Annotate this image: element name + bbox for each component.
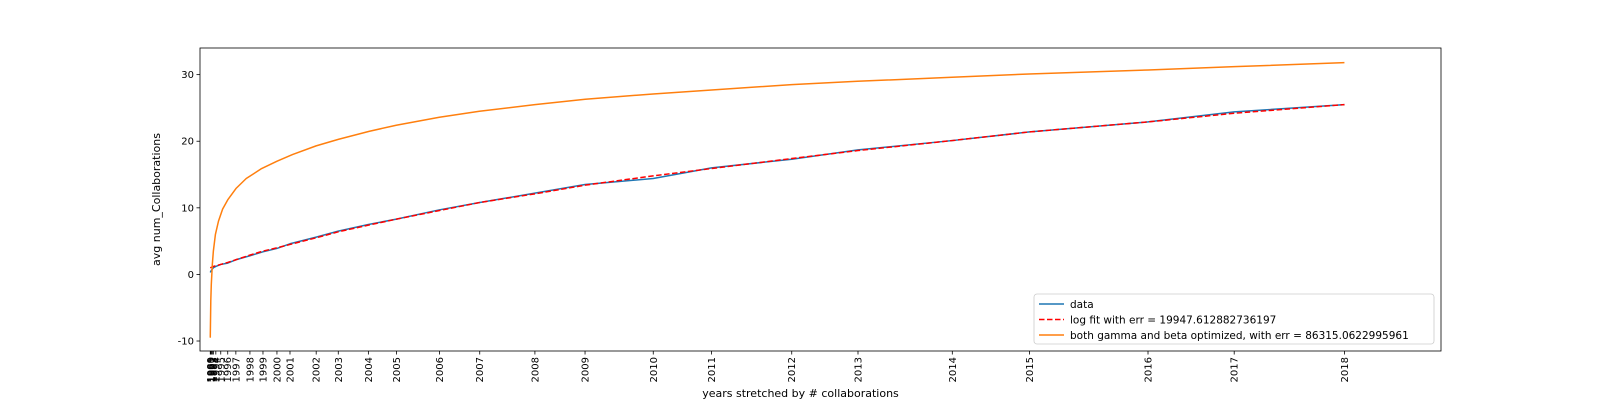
- y-tick-label: -10: [178, 337, 194, 348]
- x-tick-label: 2018: [1340, 357, 1351, 382]
- legend-label-1: log fit with err = 19947.612882736197: [1070, 315, 1276, 327]
- x-tick-label: 1991: [207, 357, 218, 382]
- y-tick-label: 20: [181, 137, 194, 148]
- x-tick-label: 1999: [258, 357, 269, 382]
- x-tick-label: 2007: [475, 357, 486, 382]
- legend-label-2: both gamma and beta optimized, with err …: [1070, 330, 1409, 342]
- axes: -100102030198919901991199219931994199519…: [178, 47, 1442, 382]
- y-tick-label: 30: [181, 70, 194, 81]
- plot-frame: [199, 47, 1442, 352]
- x-tick-label: 2004: [364, 357, 375, 382]
- y-axis-label: avg num_Collaborations: [150, 133, 163, 266]
- x-tick-label: 2017: [1230, 357, 1241, 382]
- legend: data log fit with err = 19947.61288273619…: [1033, 293, 1435, 345]
- plot-area: [209, 61, 1345, 338]
- x-tick-label: 1989: [206, 357, 217, 382]
- y-tick-label: 10: [181, 203, 194, 214]
- x-tick-label: 2005: [392, 357, 403, 382]
- x-tick-label: 2001: [285, 357, 296, 382]
- series-line-1: [209, 103, 1345, 269]
- legend-box: [1033, 293, 1435, 345]
- x-tick-label: 1996: [223, 357, 234, 382]
- x-tick-label: 2006: [435, 357, 446, 382]
- series-line-2: [209, 61, 1345, 338]
- x-tick-label: 2009: [581, 357, 592, 382]
- x-tick-label: 2014: [948, 357, 959, 382]
- x-tick-label: 1997: [231, 357, 242, 382]
- x-tick-label: 2002: [312, 357, 323, 382]
- y-tick-label: 0: [188, 270, 194, 281]
- x-tick-label: 1990: [206, 357, 217, 382]
- x-tick-label: 1998: [245, 357, 256, 382]
- x-tick-label: 2003: [334, 357, 345, 382]
- x-tick-label: 2008: [530, 357, 541, 382]
- x-tick-label: 2013: [853, 357, 864, 382]
- x-tick-label: 2015: [1025, 357, 1036, 382]
- x-tick-label: 2016: [1144, 357, 1155, 382]
- x-tick-label: 2010: [649, 357, 660, 382]
- x-tick-label: 1994: [211, 357, 222, 382]
- x-tick-label: 2011: [707, 357, 718, 382]
- x-tick-label: 1992: [208, 357, 219, 382]
- series-line-0: [209, 103, 1345, 273]
- x-tick-label: 2000: [272, 357, 283, 382]
- x-tick-label: 1995: [216, 357, 227, 382]
- x-tick-label: 2012: [787, 357, 798, 382]
- legend-label-0: data: [1070, 299, 1094, 311]
- x-axis-label: years stretched by # collaborations: [702, 387, 899, 400]
- x-tick-label: 1993: [209, 357, 220, 382]
